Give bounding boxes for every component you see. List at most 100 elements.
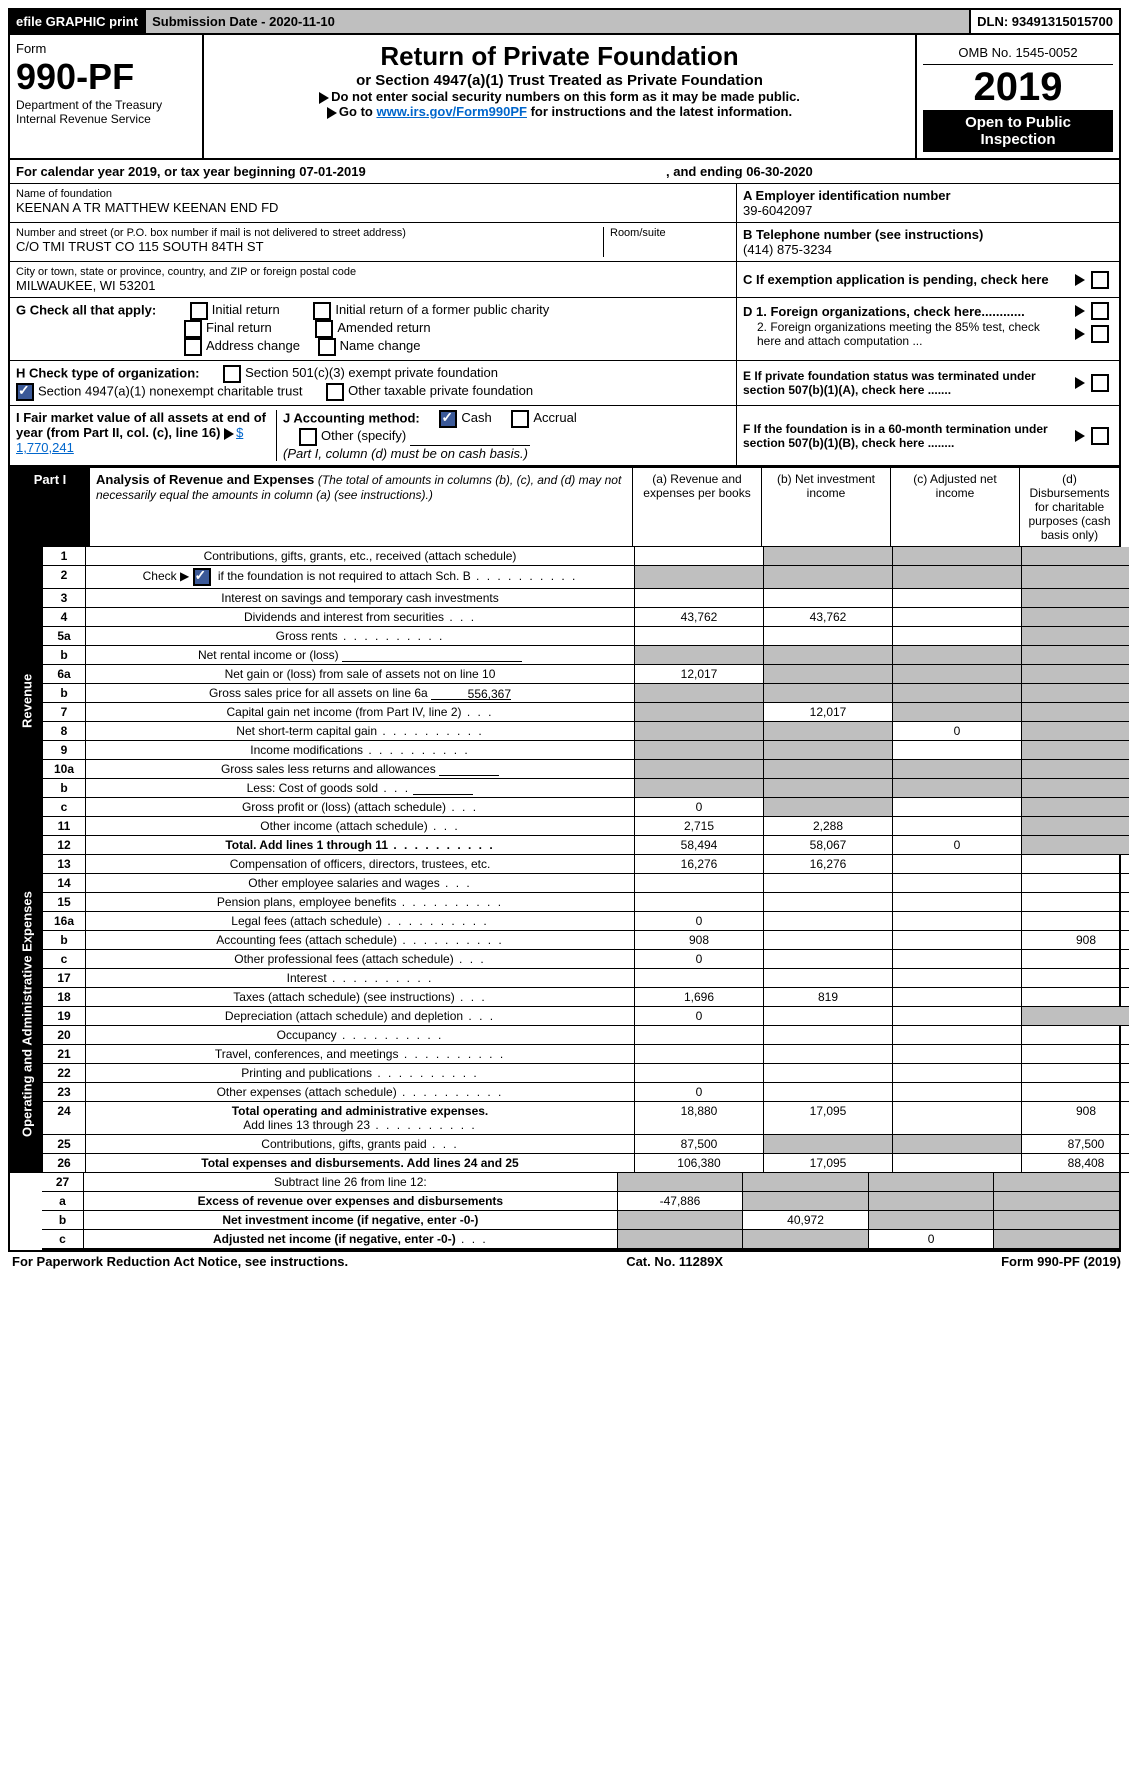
c-label: C If exemption application is pending, c…	[743, 272, 1067, 287]
return-subtitle: or Section 4947(a)(1) Trust Treated as P…	[210, 72, 909, 89]
name-label: Name of foundation	[16, 188, 730, 200]
d1-label: D 1. Foreign organizations, check here..…	[743, 304, 1067, 319]
address-label: Number and street (or P.O. box number if…	[16, 227, 603, 239]
line27-rows: 27Subtract line 26 from line 12: aExcess…	[10, 1173, 1119, 1250]
cat-number: Cat. No. 11289X	[626, 1254, 723, 1269]
calendar-year-row: For calendar year 2019, or tax year begi…	[10, 160, 1119, 184]
ij-cell: I Fair market value of all assets at end…	[10, 406, 737, 465]
city-value: MILWAUKEE, WI 53201	[16, 278, 730, 293]
c-exemption-cell: C If exemption application is pending, c…	[737, 262, 1119, 297]
j-note: (Part I, column (d) must be on cash basi…	[283, 446, 528, 461]
phone-cell: B Telephone number (see instructions) (4…	[737, 223, 1119, 261]
triangle-icon	[1075, 430, 1085, 442]
ein-cell: A Employer identification number 39-6042…	[737, 184, 1119, 222]
i-j-f-row: I Fair market value of all assets at end…	[10, 406, 1119, 466]
return-title: Return of Private Foundation	[210, 41, 909, 72]
triangle-icon	[1075, 328, 1085, 340]
d2-checkbox[interactable]	[1091, 325, 1109, 343]
triangle-icon	[327, 107, 337, 119]
j-label: J Accounting method:	[283, 410, 420, 425]
dept-treasury: Department of the Treasury	[16, 98, 196, 112]
j-other-checkbox[interactable]	[299, 428, 317, 446]
ein-value: 39-6042097	[743, 203, 1113, 218]
foundation-name: KEENAN A TR MATTHEW KEENAN END FD	[16, 200, 730, 215]
triangle-icon	[319, 92, 329, 104]
col-c-hdr: (c) Adjusted net income	[890, 468, 1019, 546]
form-number: 990-PF	[16, 56, 196, 98]
city-c-row: City or town, state or province, country…	[10, 262, 1119, 298]
city-cell: City or town, state or province, country…	[10, 262, 737, 297]
goto-note: Go to www.irs.gov/Form990PF for instruct…	[210, 104, 909, 119]
header-right: OMB No. 1545-0052 2019 Open to Public In…	[915, 35, 1119, 158]
expenses-section: Operating and Administrative Expenses 13…	[10, 855, 1119, 1173]
g-cell: G Check all that apply: Initial return I…	[10, 298, 737, 360]
foundation-name-cell: Name of foundation KEENAN A TR MATTHEW K…	[10, 184, 737, 222]
form-header: Form 990-PF Department of the Treasury I…	[10, 35, 1119, 160]
g-name-checkbox[interactable]	[318, 338, 336, 356]
g-final-checkbox[interactable]	[184, 320, 202, 338]
f-checkbox[interactable]	[1091, 427, 1109, 445]
header-left: Form 990-PF Department of the Treasury I…	[10, 35, 204, 158]
schb-checkbox[interactable]	[193, 568, 211, 586]
address-value: C/O TMI TRUST CO 115 SOUTH 84TH ST	[16, 239, 603, 254]
g-initial-checkbox[interactable]	[190, 302, 208, 320]
submission-date: Submission Date - 2020-11-10	[144, 10, 969, 33]
omb-number: OMB No. 1545-0052	[923, 41, 1113, 65]
g-initial-former-checkbox[interactable]	[313, 302, 331, 320]
j-accrual-checkbox[interactable]	[511, 410, 529, 428]
triangle-icon	[1075, 274, 1085, 286]
form-ref: Form 990-PF (2019)	[1001, 1254, 1121, 1269]
g-address-checkbox[interactable]	[184, 338, 202, 356]
expenses-rows: 13Compensation of officers, directors, t…	[43, 855, 1129, 1173]
col-b-hdr: (b) Net investment income	[761, 468, 890, 546]
h-e-row: H Check type of organization: Section 50…	[10, 361, 1119, 406]
e-checkbox[interactable]	[1091, 374, 1109, 392]
phone-label: B Telephone number (see instructions)	[743, 227, 1113, 242]
irs-label: Internal Revenue Service	[16, 112, 196, 126]
paperwork-notice: For Paperwork Reduction Act Notice, see …	[12, 1254, 348, 1269]
g-label: G Check all that apply:	[16, 302, 156, 317]
d-cell: D 1. Foreign organizations, check here..…	[737, 298, 1119, 360]
open-public: Open to Public Inspection	[923, 110, 1113, 152]
g-amended-checkbox[interactable]	[315, 320, 333, 338]
dln: DLN: 93491315015700	[969, 10, 1119, 33]
e-cell: E If private foundation status was termi…	[737, 361, 1119, 405]
d1-checkbox[interactable]	[1091, 302, 1109, 320]
d2-label: 2. Foreign organizations meeting the 85%…	[743, 320, 1067, 348]
g-d-row: G Check all that apply: Initial return I…	[10, 298, 1119, 361]
f-label: F If the foundation is in a 60-month ter…	[743, 422, 1067, 450]
ssn-note: Do not enter social security numbers on …	[210, 89, 909, 104]
part1-header: Part I Analysis of Revenue and Expenses …	[10, 466, 1119, 547]
phone-value: (414) 875-3234	[743, 242, 1113, 257]
city-label: City or town, state or province, country…	[16, 266, 730, 278]
revenue-rows: 1Contributions, gifts, grants, etc., rec…	[43, 547, 1129, 855]
j-cash-checkbox[interactable]	[439, 410, 457, 428]
room-label: Room/suite	[603, 227, 730, 257]
header-center: Return of Private Foundation or Section …	[204, 35, 915, 158]
h-501c3-checkbox[interactable]	[223, 365, 241, 383]
footer: For Paperwork Reduction Act Notice, see …	[8, 1252, 1125, 1271]
address-cell: Number and street (or P.O. box number if…	[10, 223, 737, 261]
irs-link[interactable]: www.irs.gov/Form990PF	[376, 104, 527, 119]
f-cell: F If the foundation is in a 60-month ter…	[737, 406, 1119, 465]
c-checkbox[interactable]	[1091, 271, 1109, 289]
address-phone-row: Number and street (or P.O. box number if…	[10, 223, 1119, 262]
h-label: H Check type of organization:	[16, 365, 199, 380]
h-cell: H Check type of organization: Section 50…	[10, 361, 737, 405]
h-other-checkbox[interactable]	[326, 383, 344, 401]
triangle-icon	[224, 428, 234, 440]
h-4947-checkbox[interactable]	[16, 383, 34, 401]
col-a-hdr: (a) Revenue and expenses per books	[632, 468, 761, 546]
e-label: E If private foundation status was termi…	[743, 369, 1067, 397]
form-container: efile GRAPHIC print Submission Date - 20…	[8, 8, 1121, 1252]
ein-label: A Employer identification number	[743, 188, 1113, 203]
expenses-side-label: Operating and Administrative Expenses	[10, 855, 43, 1173]
revenue-side-label: Revenue	[10, 547, 43, 855]
triangle-icon	[1075, 377, 1085, 389]
part1-label: Part I	[10, 468, 90, 546]
col-d-hdr: (d) Disbursements for charitable purpose…	[1019, 468, 1119, 546]
name-ein-row: Name of foundation KEENAN A TR MATTHEW K…	[10, 184, 1119, 223]
revenue-section: Revenue 1Contributions, gifts, grants, e…	[10, 547, 1119, 855]
topbar: efile GRAPHIC print Submission Date - 20…	[10, 10, 1119, 35]
form-word: Form	[16, 41, 196, 56]
